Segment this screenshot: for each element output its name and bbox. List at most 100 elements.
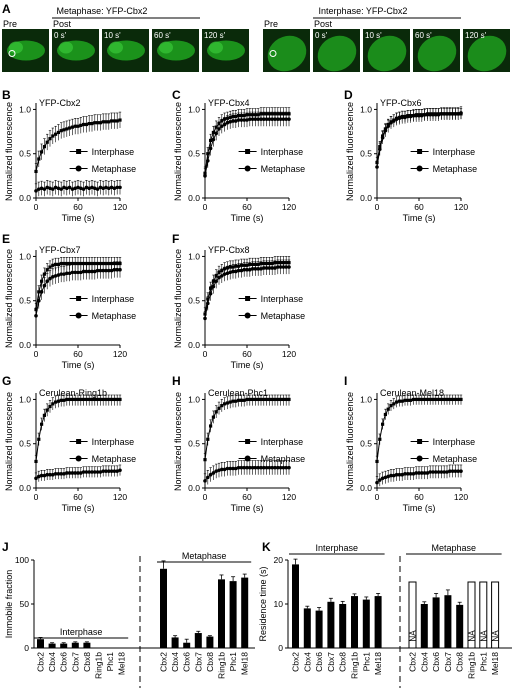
chart-k-group-interphase: Interphase Cbx2 Cbx4 Cbx6 Cbx7 Cbx8 Ring1b Phc1… [289,543,385,679]
chart-g-interphase-point-27 [110,397,114,402]
chart-j-xtick-label-0-2: Cbx6 [59,652,69,672]
chart-k-xtick-label-1-3: Cbx7 [443,652,453,672]
chart-f-metaphase-point-6 [220,274,224,278]
chart-b-metaphase-point-21 [93,186,97,191]
chart-h-metaphase-point-9 [228,466,232,471]
chart-d-metaphase-point-9 [400,115,405,120]
chart-g-metaphase-point-6 [51,472,55,477]
chart-i-interphase-point-27 [451,397,455,402]
chart-d-metaphase-point-30 [459,111,463,115]
chart-f-metaphase-point-24 [270,266,275,270]
chart-k-xtick-label-0-6: Phc1 [361,652,371,672]
chart-f-legend-marker-metaphase [244,312,251,319]
chart-b-interphase-point-2 [40,150,44,154]
chart-j-ytick-label-1: 50 [20,599,30,609]
chart-b-interphase-point-12 [68,126,72,130]
chart-h-interphase-point-11 [234,399,238,403]
chart-f-legend-label-metaphase: Metaphase [261,311,306,321]
chart-i-interphase-point-6 [392,402,396,406]
chart-e-metaphase-point-22 [95,268,100,273]
metaphase-frame-time-2: 10 s' [104,31,121,40]
chart-i-interphase-point-20 [431,397,435,402]
chart-e-metaphase-point-18 [84,269,89,274]
chart-b-interphase-point-8 [56,130,60,135]
chart-e-interphase-point-5 [48,265,52,269]
chart-b-ytick-label-0: 0.0 [19,193,31,203]
chart-b-metaphase-point-10 [62,185,66,190]
chart-c-title: YFP-Cbx4 [208,98,250,108]
chart-e-metaphase-point-24 [101,268,105,273]
chart-e-xtick-label-0: 0 [34,349,39,359]
chart-i-interphase-point-13 [411,397,415,402]
chart-e-metaphase-point-4 [45,279,49,284]
chart-b-metaphase-point-9 [59,187,63,191]
chart-c-ylabel: Normalized fluorescence [173,102,183,201]
chart-b-interphase-point-1 [37,157,41,161]
chart-g-metaphase-point-11 [65,471,69,475]
chart-e-xlabel: Time (s) [62,360,95,370]
chart-b-xtick-label-0: 0 [34,202,39,212]
chart-g-xtick-label-2: 120 [113,492,127,502]
chart-i-interphase-point-14 [414,397,418,402]
chart-b-metaphase-point-23 [98,185,103,190]
chart-b-interphase-point-15 [76,124,80,128]
chart-i-metaphase-point-3 [383,475,388,480]
chart-b-interphase-point-27 [110,119,114,123]
chart-g-interphase-point-5 [48,404,52,409]
chart-i-ytick-label-1: 0.5 [360,439,372,449]
chart-h-interphase-point-29 [284,397,288,402]
chart-i-legend-label-metaphase: Metaphase [433,454,478,464]
chart-i-metaphase-point-1 [378,478,382,482]
interphase-nucleus-2 [367,35,407,72]
chart-j-group-metaphase: Metaphase Cbx2 Cbx4 Cbx6 Cbx7 Cbx8 Ring1b Phc1 M… [157,551,252,679]
chart-i-metaphase-point-29 [456,469,461,473]
chart-i-metaphase-point-13 [411,472,416,476]
panel-letter-i: I [344,374,347,388]
chart-b-interphase-point-16 [79,123,83,127]
chart-f-metaphase-point-26 [276,265,280,269]
chart-b-metaphase-point-26 [107,186,111,191]
chart-f-metaphase-point-11 [234,269,238,274]
chart-d-metaphase-point-3 [383,128,388,133]
interphase-frame-time-4: 120 s' [465,31,487,40]
chart-e-ytick-label-0: 0.0 [19,340,31,350]
chart-e-interphase-point-6 [51,263,55,267]
chart-h-interphase-point-2 [209,424,213,428]
chart-c: YFP-Cbx4 0.0 0.5 1.0 0 60 120 Time (s) Normalize… [173,98,305,223]
chart-k-xtick-label-1-1: Cbx4 [419,652,429,672]
chart-c-metaphase-point-4 [214,131,218,136]
interphase-frame-time-2: 10 s' [365,31,382,40]
chart-b-interphase-point-14 [73,124,77,128]
chart-f-xtick-label-1: 60 [242,349,252,359]
chart-e-legend-marker-metaphase [75,312,82,319]
chart-j-ytick-label-2: 100 [15,555,29,565]
chart-i-metaphase-point-4 [386,474,391,479]
chart-j-bar-0-2 [60,643,68,648]
chart-f-metaphase-point-8 [225,271,230,276]
panel-letter-h: H [172,374,181,388]
chart-b-interphase-point-7 [54,132,58,136]
chart-g-metaphase-point-26 [107,469,111,473]
chart-g-interphase-point-22 [96,397,100,402]
chart-d-metaphase-point-18 [425,112,430,117]
chart-k-xtick-label-1-4: Cbx8 [455,652,465,672]
chart-i-xtick-label-0: 0 [375,492,380,502]
chart-h-metaphase-point-15 [245,465,249,470]
chart-h-metaphase-point-8 [225,466,230,471]
chart-b-interphase-point-19 [87,122,91,126]
chart-g-series-metaphase [34,464,122,484]
chart-d-xtick-label-1: 60 [414,202,424,212]
chart-i-metaphase-point-2 [380,476,385,481]
chart-g-interphase-point-16 [79,397,83,402]
chart-b-metaphase-point-27 [109,185,114,190]
chart-k-ytick-label-0: 0 [278,643,283,653]
chart-g-metaphase-point-24 [101,469,105,473]
chart-k-xtick-label-0-4: Cbx8 [338,652,348,672]
chart-e-metaphase-point-23 [98,268,103,273]
chart-g-legend-label-interphase: Interphase [92,437,135,447]
chart-e-metaphase-point-20 [90,269,94,274]
interphase-nucleus-0 [267,35,307,72]
chart-i-legend-marker-metaphase [416,455,423,462]
chart-i-title: Cerulean-Mel18 [380,388,444,398]
